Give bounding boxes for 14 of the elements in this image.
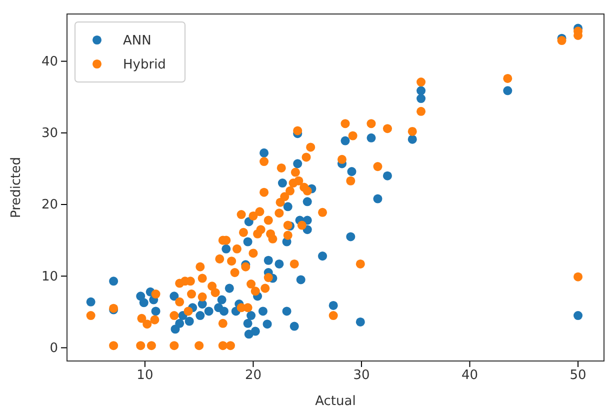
- y-axis-title: Predicted: [9, 156, 24, 218]
- x-tick-label: 40: [461, 368, 478, 384]
- y-tick-label: 10: [41, 269, 58, 284]
- y-tick-label: 40: [41, 54, 58, 70]
- y-tick-label: 30: [41, 126, 58, 142]
- y-tick-label: 0: [50, 340, 58, 356]
- legend-label: ANN: [123, 34, 152, 49]
- x-tick-label: 10: [136, 368, 154, 384]
- y-tick-label: 20: [41, 198, 58, 213]
- x-tick-label: 50: [570, 368, 586, 384]
- legend-label: Hybrid: [123, 58, 166, 73]
- x-tick-label: 30: [353, 368, 370, 384]
- x-tick-label: 20: [244, 368, 262, 384]
- x-axis-title: Actual: [315, 394, 356, 409]
